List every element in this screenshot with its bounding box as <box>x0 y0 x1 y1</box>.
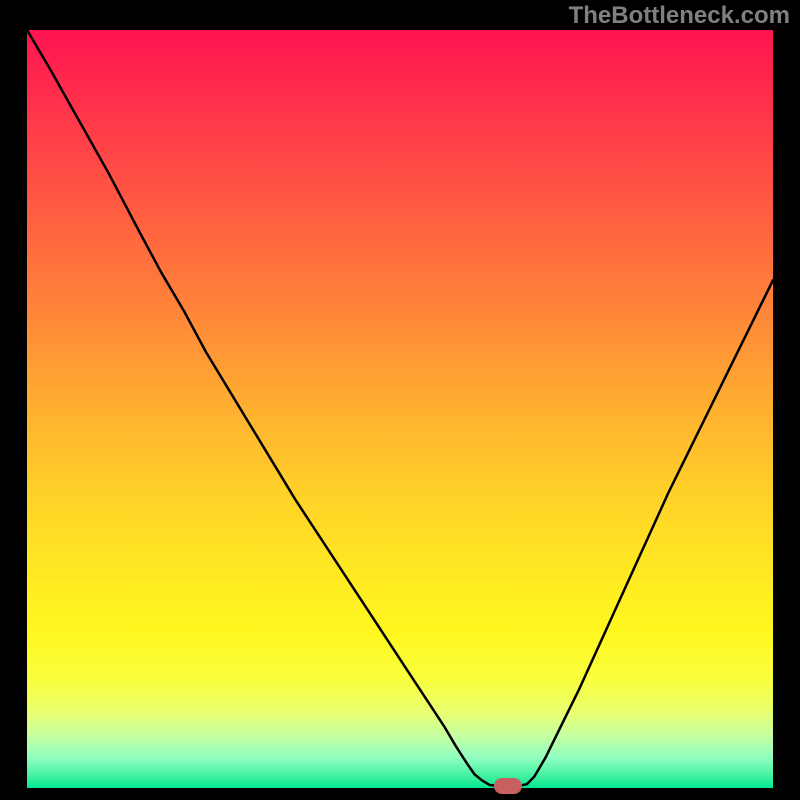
plot-area <box>27 30 773 788</box>
gradient-background <box>27 30 773 788</box>
marker-pill <box>494 778 522 794</box>
optimal-point-marker <box>494 778 522 794</box>
watermark-text: TheBottleneck.com <box>569 2 790 30</box>
plot-svg <box>27 30 773 788</box>
chart-frame: TheBottleneck.com <box>0 0 800 800</box>
